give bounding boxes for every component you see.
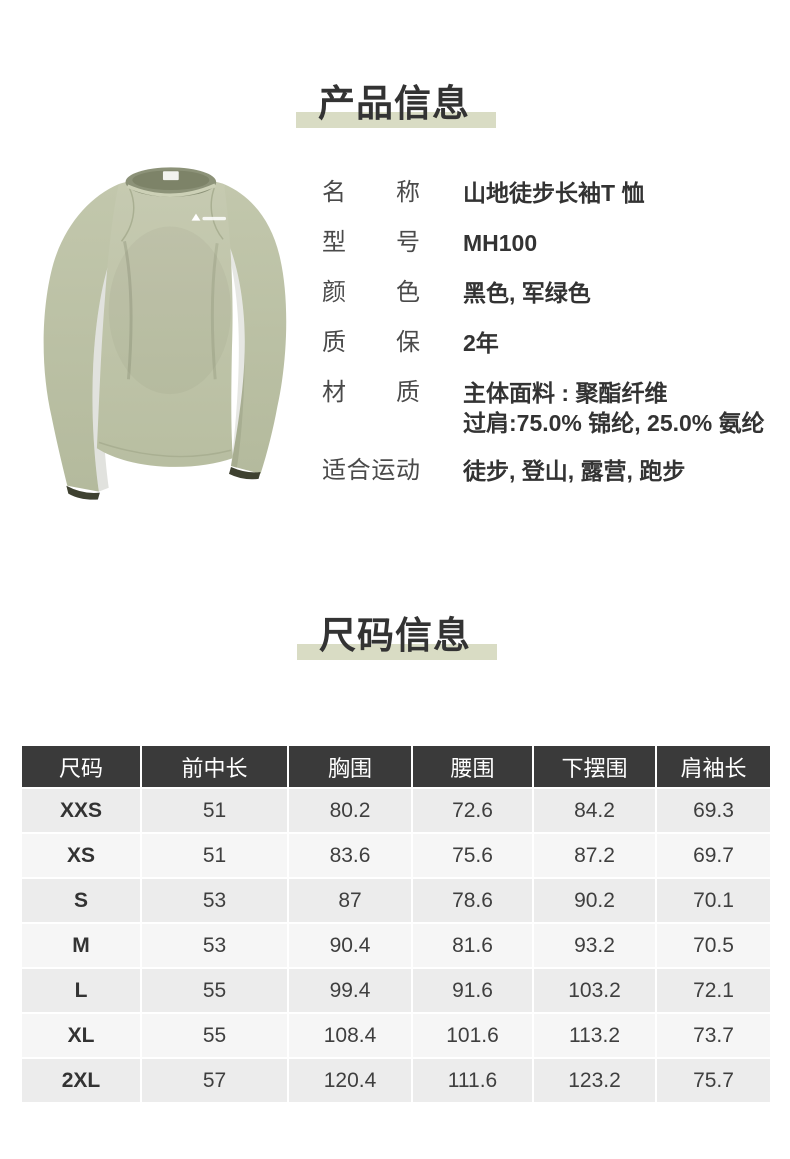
cell-chest: 83.6 [289, 834, 411, 877]
cell-size: L [22, 969, 140, 1012]
size-chart-header-row: 尺码 前中长 胸围 腰围 下摆围 肩袖长 [22, 746, 770, 787]
material-line-1: 主体面料 : 聚酯纤维 [463, 380, 668, 406]
cell-shoulder-sleeve: 75.7 [657, 1059, 770, 1102]
size-info-title: 尺码信息 [297, 615, 497, 660]
cell-hem: 90.2 [534, 879, 655, 922]
field-color: 颜色 黑色, 军绿色 [322, 278, 591, 308]
field-name: 名称 山地徒步长袖T 恤 [322, 178, 644, 208]
cell-shoulder-sleeve: 69.3 [657, 789, 770, 832]
field-color-value: 黑色, 军绿色 [463, 280, 591, 306]
field-material-label: 材质 [322, 379, 420, 406]
product-image [22, 152, 298, 508]
cell-size: XS [22, 834, 140, 877]
cell-front-length: 53 [142, 879, 287, 922]
left-sleeve [43, 184, 119, 492]
cell-front-length: 53 [142, 924, 287, 967]
col-header-hem: 下摆围 [534, 746, 655, 787]
cell-chest: 120.4 [289, 1059, 411, 1102]
field-suitable-sports: 适合运动 徒步, 登山, 露营, 跑步 [322, 456, 685, 486]
field-model-label: 型号 [322, 229, 420, 256]
field-warranty-label: 质保 [322, 329, 420, 356]
cell-front-length: 57 [142, 1059, 287, 1102]
cell-waist: 75.6 [413, 834, 532, 877]
cell-chest: 80.2 [289, 789, 411, 832]
shirt-body [96, 178, 233, 467]
field-model-value: MH100 [463, 230, 538, 256]
cell-chest: 90.4 [289, 924, 411, 967]
size-chart-table: 尺码 前中长 胸围 腰围 下摆围 肩袖长 XXS 51 80.2 72.6 84… [20, 744, 772, 1104]
table-row-l: L 55 99.4 91.6 103.2 72.1 [22, 969, 770, 1012]
cell-waist: 78.6 [413, 879, 532, 922]
brand-logo [191, 213, 227, 221]
field-material: 材质 主体面料 : 聚酯纤维 过肩:75.0% 锦纶, 25.0% 氨纶 [322, 378, 765, 438]
cell-hem: 113.2 [534, 1014, 655, 1057]
field-color-label: 颜色 [322, 279, 420, 306]
product-info-title: 产品信息 [296, 83, 496, 128]
cell-chest: 87 [289, 879, 411, 922]
col-header-shoulder-sleeve: 肩袖长 [657, 746, 770, 787]
cell-waist: 111.6 [413, 1059, 532, 1102]
table-row-xl: XL 55 108.4 101.6 113.2 73.7 [22, 1014, 770, 1057]
table-row-s: S 53 87 78.6 90.2 70.1 [22, 879, 770, 922]
table-row-2xl: 2XL 57 120.4 111.6 123.2 75.7 [22, 1059, 770, 1102]
cell-hem: 103.2 [534, 969, 655, 1012]
col-header-front-length: 前中长 [142, 746, 287, 787]
left-cuff-tip [66, 485, 100, 500]
neck-tag [162, 171, 179, 181]
tshirt-illustration [43, 167, 287, 500]
cell-hem: 87.2 [534, 834, 655, 877]
field-model: 型号 MH100 [322, 228, 537, 258]
field-warranty-value: 2年 [463, 330, 499, 356]
cell-hem: 93.2 [534, 924, 655, 967]
table-row-m: M 53 90.4 81.6 93.2 70.5 [22, 924, 770, 967]
cell-front-length: 51 [142, 789, 287, 832]
cell-front-length: 51 [142, 834, 287, 877]
col-header-chest: 胸围 [289, 746, 411, 787]
col-header-waist: 腰围 [413, 746, 532, 787]
cell-shoulder-sleeve: 70.1 [657, 879, 770, 922]
cell-hem: 84.2 [534, 789, 655, 832]
field-sports-label: 适合运动 [322, 457, 420, 484]
cell-size: XXS [22, 789, 140, 832]
field-material-value: 主体面料 : 聚酯纤维 过肩:75.0% 锦纶, 25.0% 氨纶 [463, 378, 765, 438]
table-row-xxs: XXS 51 80.2 72.6 84.2 69.3 [22, 789, 770, 832]
size-info-title-text: 尺码信息 [319, 615, 471, 656]
cell-size: S [22, 879, 140, 922]
cell-shoulder-sleeve: 69.7 [657, 834, 770, 877]
cell-chest: 108.4 [289, 1014, 411, 1057]
product-info-title-text: 产品信息 [318, 83, 470, 124]
field-name-label: 名称 [322, 179, 420, 206]
cell-waist: 91.6 [413, 969, 532, 1012]
cell-waist: 81.6 [413, 924, 532, 967]
cell-front-length: 55 [142, 969, 287, 1012]
table-row-xs: XS 51 83.6 75.6 87.2 69.7 [22, 834, 770, 877]
cell-shoulder-sleeve: 73.7 [657, 1014, 770, 1057]
field-name-value: 山地徒步长袖T 恤 [463, 180, 645, 206]
cell-size: M [22, 924, 140, 967]
field-sports-value: 徒步, 登山, 露营, 跑步 [463, 458, 686, 484]
cell-shoulder-sleeve: 70.5 [657, 924, 770, 967]
cell-waist: 72.6 [413, 789, 532, 832]
right-cuff-tip [229, 467, 261, 480]
field-warranty: 质保 2年 [322, 328, 499, 358]
right-sleeve [224, 184, 287, 474]
cell-hem: 123.2 [534, 1059, 655, 1102]
cell-waist: 101.6 [413, 1014, 532, 1057]
cell-chest: 99.4 [289, 969, 411, 1012]
cell-size: XL [22, 1014, 140, 1057]
cell-shoulder-sleeve: 72.1 [657, 969, 770, 1012]
material-line-2: 过肩:75.0% 锦纶, 25.0% 氨纶 [463, 410, 765, 436]
cell-size: 2XL [22, 1059, 140, 1102]
col-header-size: 尺码 [22, 746, 140, 787]
cell-front-length: 55 [142, 1014, 287, 1057]
